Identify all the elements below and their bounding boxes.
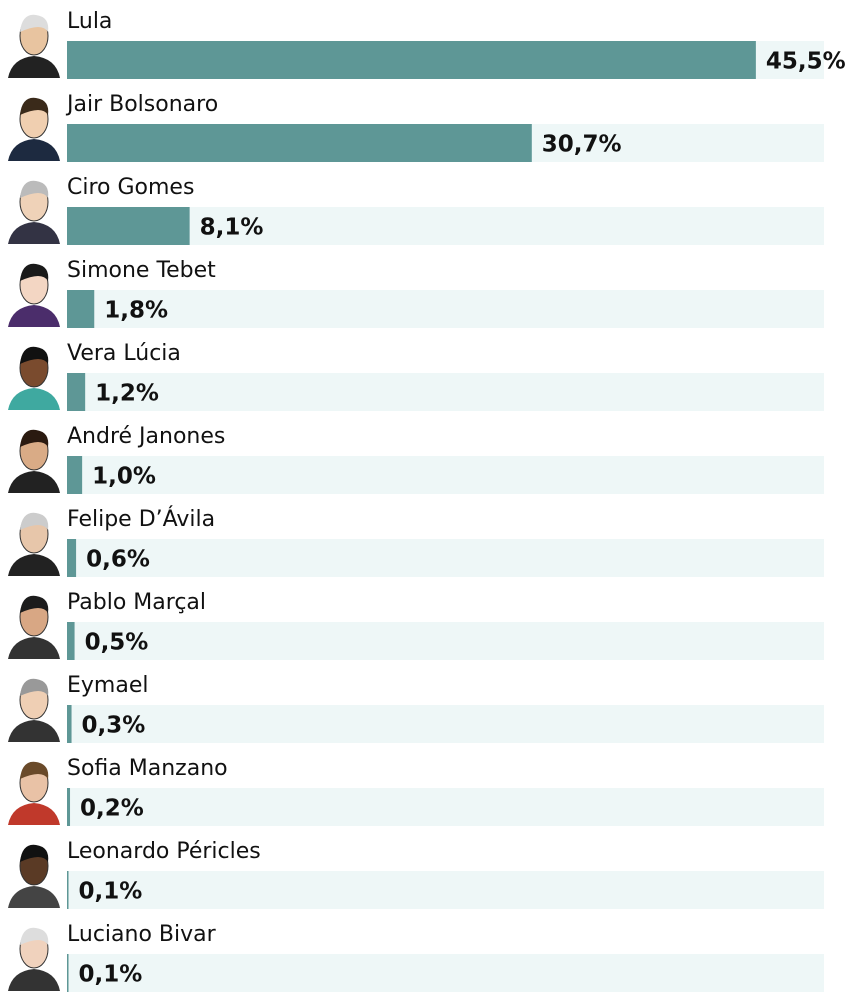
bar xyxy=(67,207,190,245)
value-label: 8,1% xyxy=(200,215,264,241)
candidate-name: Ciro Gomes xyxy=(67,175,194,200)
value-label: 0,3% xyxy=(82,713,146,739)
portrait-hair xyxy=(20,14,49,32)
portrait-shoulders xyxy=(8,637,60,659)
bar xyxy=(67,871,69,909)
portrait xyxy=(8,97,60,161)
portrait-hair xyxy=(20,595,49,613)
portrait-hair xyxy=(20,263,49,281)
portrait xyxy=(8,844,60,908)
candidate-name: Eymael xyxy=(67,673,148,698)
bar xyxy=(67,539,77,577)
value-label: 0,6% xyxy=(86,547,150,573)
portrait-shoulders xyxy=(8,56,60,78)
value-label: 0,1% xyxy=(79,962,143,988)
bar-track xyxy=(67,207,824,245)
portrait-shoulders xyxy=(8,886,60,908)
candidate-name: Sofia Manzano xyxy=(67,756,228,781)
portrait-shoulders xyxy=(8,969,60,991)
candidate-name: Vera Lúcia xyxy=(67,341,181,366)
portrait-shoulders xyxy=(8,388,60,410)
bar-track xyxy=(67,539,824,577)
value-label: 0,1% xyxy=(79,879,143,905)
bar xyxy=(67,788,71,826)
value-label: 45,5% xyxy=(766,49,846,75)
portrait xyxy=(8,180,60,244)
portrait xyxy=(8,14,60,78)
portrait-hair xyxy=(20,180,49,198)
bar-track xyxy=(67,456,824,494)
portrait-shoulders xyxy=(8,554,60,576)
portrait-hair xyxy=(20,678,49,696)
portrait-shoulders xyxy=(8,222,60,244)
value-label: 0,2% xyxy=(80,796,144,822)
candidate-name: André Janones xyxy=(67,424,225,449)
candidate-name: Leonardo Péricles xyxy=(67,839,261,864)
value-label: 1,2% xyxy=(95,381,159,407)
portrait xyxy=(8,761,60,825)
portrait xyxy=(8,429,60,493)
bar xyxy=(67,622,75,660)
portrait xyxy=(8,678,60,742)
portrait-hair xyxy=(20,97,49,115)
bar-track xyxy=(67,954,824,992)
candidate-name: Luciano Bivar xyxy=(67,922,217,947)
candidate-name: Lula xyxy=(67,9,112,34)
portrait-hair xyxy=(20,512,49,530)
bar-track xyxy=(67,290,824,328)
portrait-shoulders xyxy=(8,720,60,742)
bar xyxy=(67,373,86,411)
value-label: 1,8% xyxy=(104,298,168,324)
candidate-name: Jair Bolsonaro xyxy=(65,92,218,117)
portrait-shoulders xyxy=(8,803,60,825)
candidate-name: Felipe D’Ávila xyxy=(67,506,215,532)
bar xyxy=(67,41,756,79)
portrait xyxy=(8,346,60,410)
portrait-shoulders xyxy=(8,139,60,161)
value-label: 0,5% xyxy=(85,630,149,656)
portrait-hair xyxy=(20,844,49,862)
bar xyxy=(67,954,69,992)
bar-track xyxy=(67,622,824,660)
bar-track xyxy=(67,871,824,909)
portrait xyxy=(8,263,60,327)
portrait-hair xyxy=(20,761,49,779)
bar-track xyxy=(67,373,824,411)
candidate-name: Simone Tebet xyxy=(67,258,216,283)
bar xyxy=(67,124,532,162)
bar-track xyxy=(67,788,824,826)
portrait-hair xyxy=(20,927,49,945)
portrait xyxy=(8,927,60,991)
portrait-hair xyxy=(20,429,49,447)
portrait-hair xyxy=(20,346,49,364)
candidate-name: Pablo Marçal xyxy=(67,590,206,615)
value-label: 30,7% xyxy=(542,132,622,158)
portrait xyxy=(8,512,60,576)
bar xyxy=(67,290,95,328)
bar xyxy=(67,705,72,743)
value-label: 1,0% xyxy=(92,464,156,490)
portrait-shoulders xyxy=(8,471,60,493)
portrait xyxy=(8,595,60,659)
bar-track xyxy=(67,705,824,743)
bar xyxy=(67,456,83,494)
portrait-shoulders xyxy=(8,305,60,327)
